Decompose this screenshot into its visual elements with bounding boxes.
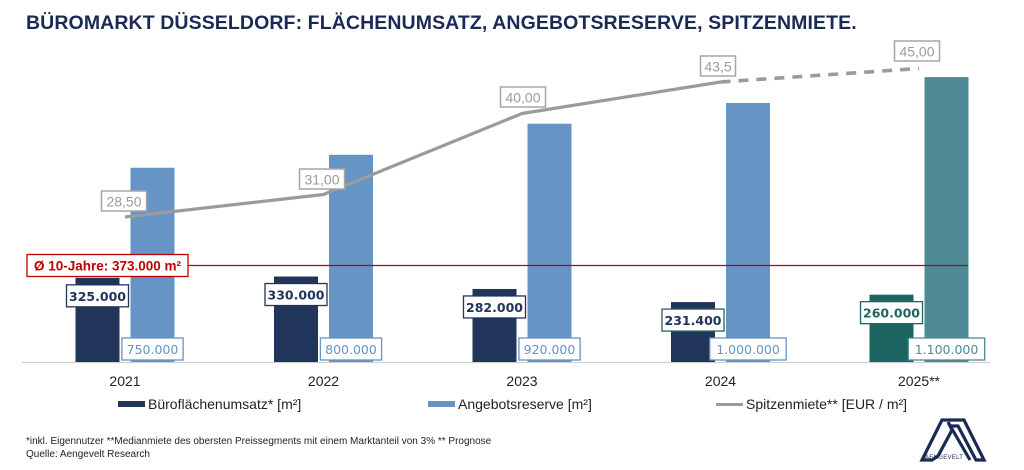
legend-label-angebotsreserve: Angebotsreserve [m²] (458, 396, 592, 412)
label-spitzenmiete-4: 45,00 (899, 44, 934, 60)
label-box-angebotsreserve-2 (518, 337, 581, 361)
label-box-angebotsreserve-3 (709, 337, 787, 361)
label-flaechenumsatz-2: 282.000 (466, 300, 523, 315)
label-box-flaechenumsatz-1 (264, 282, 328, 307)
reference-label: Ø 10-Jahre: 373.000 m² (34, 259, 182, 274)
label-box-angebotsreserve-4 (907, 337, 986, 361)
legend-label-spitzenmiete: Spitzenmiete** [EUR / m²] (746, 396, 908, 412)
label-spitzenmiete-3: 43,5 (704, 59, 731, 75)
label-box-angebotsreserve-0 (121, 337, 184, 361)
x-tick-label-1: 2022 (308, 373, 339, 389)
label-box-flaechenumsatz-4 (859, 301, 924, 325)
reference-label-box (26, 253, 189, 278)
label-flaechenumsatz-0: 325.000 (69, 289, 126, 304)
label-box-flaechenumsatz-0 (65, 284, 130, 308)
label-box-spitzenmiete-1 (298, 168, 346, 190)
label-box-spitzenmiete-4 (893, 40, 941, 62)
label-box-angebotsreserve-1 (319, 337, 383, 361)
label-box-flaechenumsatz-2 (462, 295, 527, 319)
x-tick-label-0: 2021 (109, 373, 140, 389)
label-spitzenmiete-0: 28,50 (106, 194, 141, 210)
x-tick-label-2: 2023 (506, 373, 537, 389)
x-tick-label-3: 2024 (705, 373, 736, 389)
label-box-spitzenmiete-0 (100, 190, 148, 212)
label-box-spitzenmiete-2 (499, 86, 547, 108)
bar-angebotsreserve-2 (527, 123, 572, 362)
label-spitzenmiete-1: 31,00 (304, 172, 339, 188)
label-angebotsreserve-4: 1.100.000 (915, 342, 979, 357)
label-flaechenumsatz-1: 330.000 (268, 288, 325, 303)
logo-text: AENGEVELT (925, 455, 964, 461)
legend-line-spitzenmiete (716, 402, 743, 406)
legend-item-angebotsreserve: Angebotsreserve [m²] (428, 396, 592, 412)
legend-swatch-angebotsreserve (428, 401, 455, 407)
bar-angebotsreserve-4 (924, 77, 969, 362)
bar-angebotsreserve-3 (726, 103, 770, 362)
legend-item-flaechenumsatz: Büroflächenumsatz* [m²] (118, 396, 301, 412)
label-angebotsreserve-1: 800.000 (325, 342, 377, 357)
label-angebotsreserve-2: 920.000 (524, 342, 576, 357)
footnote-source: Quelle: Aengevelt Research (26, 449, 150, 460)
chart-title: BÜROMARKT DÜSSELDORF: FLÄCHENUMSATZ, ANG… (26, 12, 857, 34)
line-spitzenmiete-forecast (720, 66, 920, 84)
label-angebotsreserve-0: 750.000 (127, 342, 179, 357)
label-flaechenumsatz-3: 231.400 (665, 313, 722, 328)
legend-swatch-flaechenumsatz (118, 401, 145, 407)
label-angebotsreserve-3: 1.000.000 (716, 342, 780, 357)
x-tick-label-4: 2025** (898, 373, 941, 389)
legend-item-spitzenmiete: Spitzenmiete** [EUR / m²] (716, 396, 907, 412)
line-spitzenmiete (124, 80, 721, 219)
aengevelt-logo-icon (919, 418, 987, 462)
label-spitzenmiete-2: 40,00 (505, 90, 540, 106)
footnote-definitions: *inkl. Eigennutzer **Medianmiete des obe… (26, 436, 492, 447)
label-flaechenumsatz-4: 260.000 (863, 306, 920, 321)
label-box-flaechenumsatz-3 (661, 308, 725, 332)
legend-label-flaechenumsatz: Büroflächenumsatz* [m²] (148, 396, 302, 412)
label-box-spitzenmiete-3 (699, 55, 737, 77)
